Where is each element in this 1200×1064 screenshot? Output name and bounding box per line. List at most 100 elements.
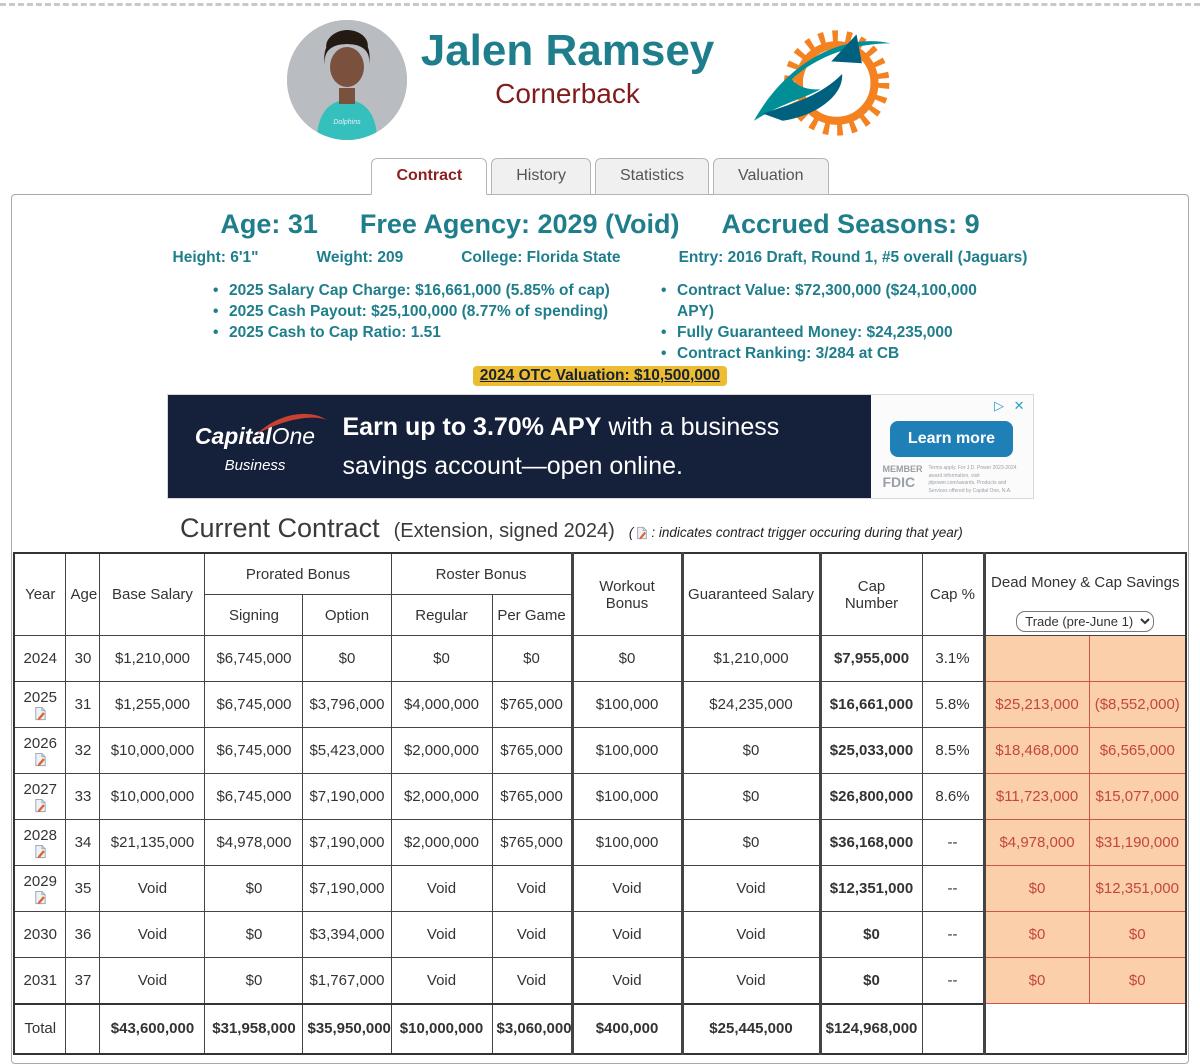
age-cell: 37 [65, 957, 101, 1004]
contract-trigger-icon [35, 706, 46, 720]
contract-table-body: 2024 30 $1,210,000 $6,745,000 $0 $0 $0 $0 $1,210… [13, 635, 1187, 1054]
age-value: Age: 31 [220, 209, 318, 239]
workout-bonus-cell: $100,000 [570, 681, 683, 728]
contract-row-2030: 2030 36 Void $0 $3,394,000 Void Void Void Void $0… [13, 911, 1187, 958]
col-age: Age [65, 552, 101, 636]
age-cell: 34 [65, 819, 101, 866]
summary-bullet: 2025 Cash to Cap Ratio: 1.51 [211, 322, 631, 343]
summary-bullet: Contract Ranking: 3/284 at CB [659, 343, 989, 364]
year-cell: 2027 [13, 773, 67, 820]
age-cell: 33 [65, 773, 101, 820]
col-cap-number: Cap Number [818, 552, 923, 636]
total-per-game-roster-bonus-cell: $3,060,000 [491, 1002, 573, 1054]
contract-section-title: Current Contract [180, 513, 380, 543]
workout-bonus-cell: Void [570, 865, 683, 912]
ad-choices-close-icons[interactable]: ▷ ✕ [993, 398, 1028, 413]
top-dashed-divider [0, 3, 1200, 6]
total-base-salary-cell: $43,600,000 [99, 1002, 206, 1054]
summary-bullet: Fully Guaranteed Money: $24,235,000 [659, 322, 989, 343]
otc-valuation-link[interactable]: 2024 OTC Valuation: $10,500,000 [472, 366, 728, 386]
year-cell: 2026 [13, 727, 67, 774]
contract-trigger-legend: ( : indicates contract trigger occuring … [628, 525, 963, 540]
base-salary-cell: $1,255,000 [99, 681, 206, 728]
tab-valuation[interactable]: Valuation [713, 158, 829, 195]
age-cell: 36 [65, 911, 101, 958]
per-game-roster-bonus-cell: $765,000 [491, 681, 573, 728]
total-age-cell [65, 1002, 101, 1054]
contract-panel: Age: 31 Free Agency: 2029 (Void) Accrued… [11, 194, 1189, 1064]
per-game-roster-bonus-cell: $765,000 [491, 773, 573, 820]
workout-bonus-cell: $100,000 [570, 727, 683, 774]
ad-headline-rest: with a business savings account—open onl… [342, 412, 780, 480]
contract-trigger-icon [637, 526, 648, 539]
contract-row-2025: 2025 31 $1,255,000 $6,745,000 $3,796,000 $4,0… [13, 681, 1187, 728]
cap-pct-cell: 5.8% [921, 681, 985, 728]
total-cap-number-cell: $124,968,000 [818, 1002, 923, 1054]
dead-money-cell: $11,723,000 [982, 773, 1090, 820]
col-workout-bonus: Workout Bonus [570, 552, 683, 636]
per-game-roster-bonus-cell: $765,000 [491, 727, 573, 774]
contract-row-2031: 2031 37 Void $0 $1,767,000 Void Void Void Void $0… [13, 957, 1187, 1004]
base-salary-cell: $10,000,000 [99, 773, 206, 820]
base-salary-cell: Void [99, 911, 206, 958]
player-photo-image: Dolphins [286, 20, 407, 140]
col-guaranteed-salary: Guaranteed Salary [680, 552, 821, 636]
col-roster-bonus: Roster Bonus [390, 552, 573, 596]
option-bonus-cell: $7,190,000 [302, 773, 392, 820]
regular-roster-bonus-cell: Void [390, 911, 493, 958]
workout-bonus-cell: Void [570, 911, 683, 958]
player-name: Jalen Ramsey [420, 26, 715, 75]
workout-bonus-cell: $100,000 [570, 773, 683, 820]
option-bonus-cell: $1,767,000 [302, 957, 392, 1004]
ad-brand-accent: One [271, 423, 316, 449]
age-cell: 30 [65, 635, 101, 682]
contract-trigger-icon [35, 798, 46, 812]
year-cell: 2025 [13, 681, 67, 728]
age-cell: 35 [65, 865, 101, 912]
ad-cta-panel: ▷ ✕ Learn more MEMBER FDIC Terms apply. … [870, 395, 1033, 498]
per-game-roster-bonus-cell: $765,000 [491, 819, 573, 866]
contract-section-subtitle: (Extension, signed 2024) [393, 520, 615, 542]
option-bonus-cell: $0 [302, 635, 392, 682]
dead-money-cell: $0 [982, 865, 1090, 912]
summary-bullet: Contract Value: $72,300,000 ($24,100,000… [659, 280, 989, 322]
capital-one-swoosh-icon [257, 413, 328, 434]
cap-number-cell: $26,800,000 [818, 773, 923, 820]
col-year: Year [13, 552, 67, 636]
dead-money-select[interactable]: Trade (pre-June 1) [1016, 611, 1155, 632]
summary-line2: Height: 6'1" Weight: 209 College: Florid… [12, 249, 1188, 267]
contract-trigger-icon [35, 890, 46, 904]
cap-savings-cell: $31,190,000 [1088, 819, 1187, 866]
total-option-bonus-cell: $35,950,000 [302, 1002, 392, 1054]
cap-number-cell: $12,351,000 [818, 865, 923, 912]
ad-banner[interactable]: CapitalOne Business Earn up to 3.70% APY… [166, 394, 1034, 499]
tab-statistics[interactable]: Statistics [595, 158, 710, 195]
regular-roster-bonus-cell: $4,000,000 [390, 681, 493, 728]
dead-money-cell [982, 635, 1090, 682]
dead-money-cell: $4,978,000 [982, 819, 1090, 866]
dead-money-cell: $0 [982, 957, 1090, 1004]
regular-roster-bonus-cell: $2,000,000 [390, 727, 493, 774]
signing-bonus-cell: $6,745,000 [204, 727, 304, 774]
signing-bonus-cell: $0 [204, 911, 304, 958]
guaranteed-salary-cell: Void [680, 911, 821, 958]
option-bonus-cell: $5,423,000 [302, 727, 392, 774]
guaranteed-salary-cell: Void [680, 957, 821, 1004]
tab-history[interactable]: History [491, 158, 591, 195]
ad-headline: Earn up to 3.70% APY with a business sav… [343, 408, 871, 486]
ad-fine-print: Terms apply. For J.D. Power 2023-2024 aw… [928, 465, 1017, 494]
weight-value: Weight: 209 [316, 249, 404, 266]
signing-bonus-cell: $0 [204, 865, 304, 912]
contract-row-2029: 2029 35 Void $0 $7,190,000 Void Void Void Void $1… [13, 865, 1187, 912]
col-base-salary: Base Salary [99, 552, 206, 636]
college-value: College: Florida State [461, 249, 621, 266]
cap-number-cell: $0 [818, 957, 923, 1004]
summary-bullet: 2025 Cash Payout: $25,100,000 (8.77% of … [211, 301, 631, 322]
contract-trigger-icon [35, 844, 46, 858]
ad-learn-more-button[interactable]: Learn more [889, 421, 1014, 457]
signing-bonus-cell: $6,745,000 [204, 773, 304, 820]
per-game-roster-bonus-cell: Void [491, 957, 573, 1004]
dead-money-cell: $18,468,000 [982, 727, 1090, 774]
tab-contract[interactable]: Contract [371, 158, 488, 195]
cap-pct-cell: -- [921, 911, 985, 958]
